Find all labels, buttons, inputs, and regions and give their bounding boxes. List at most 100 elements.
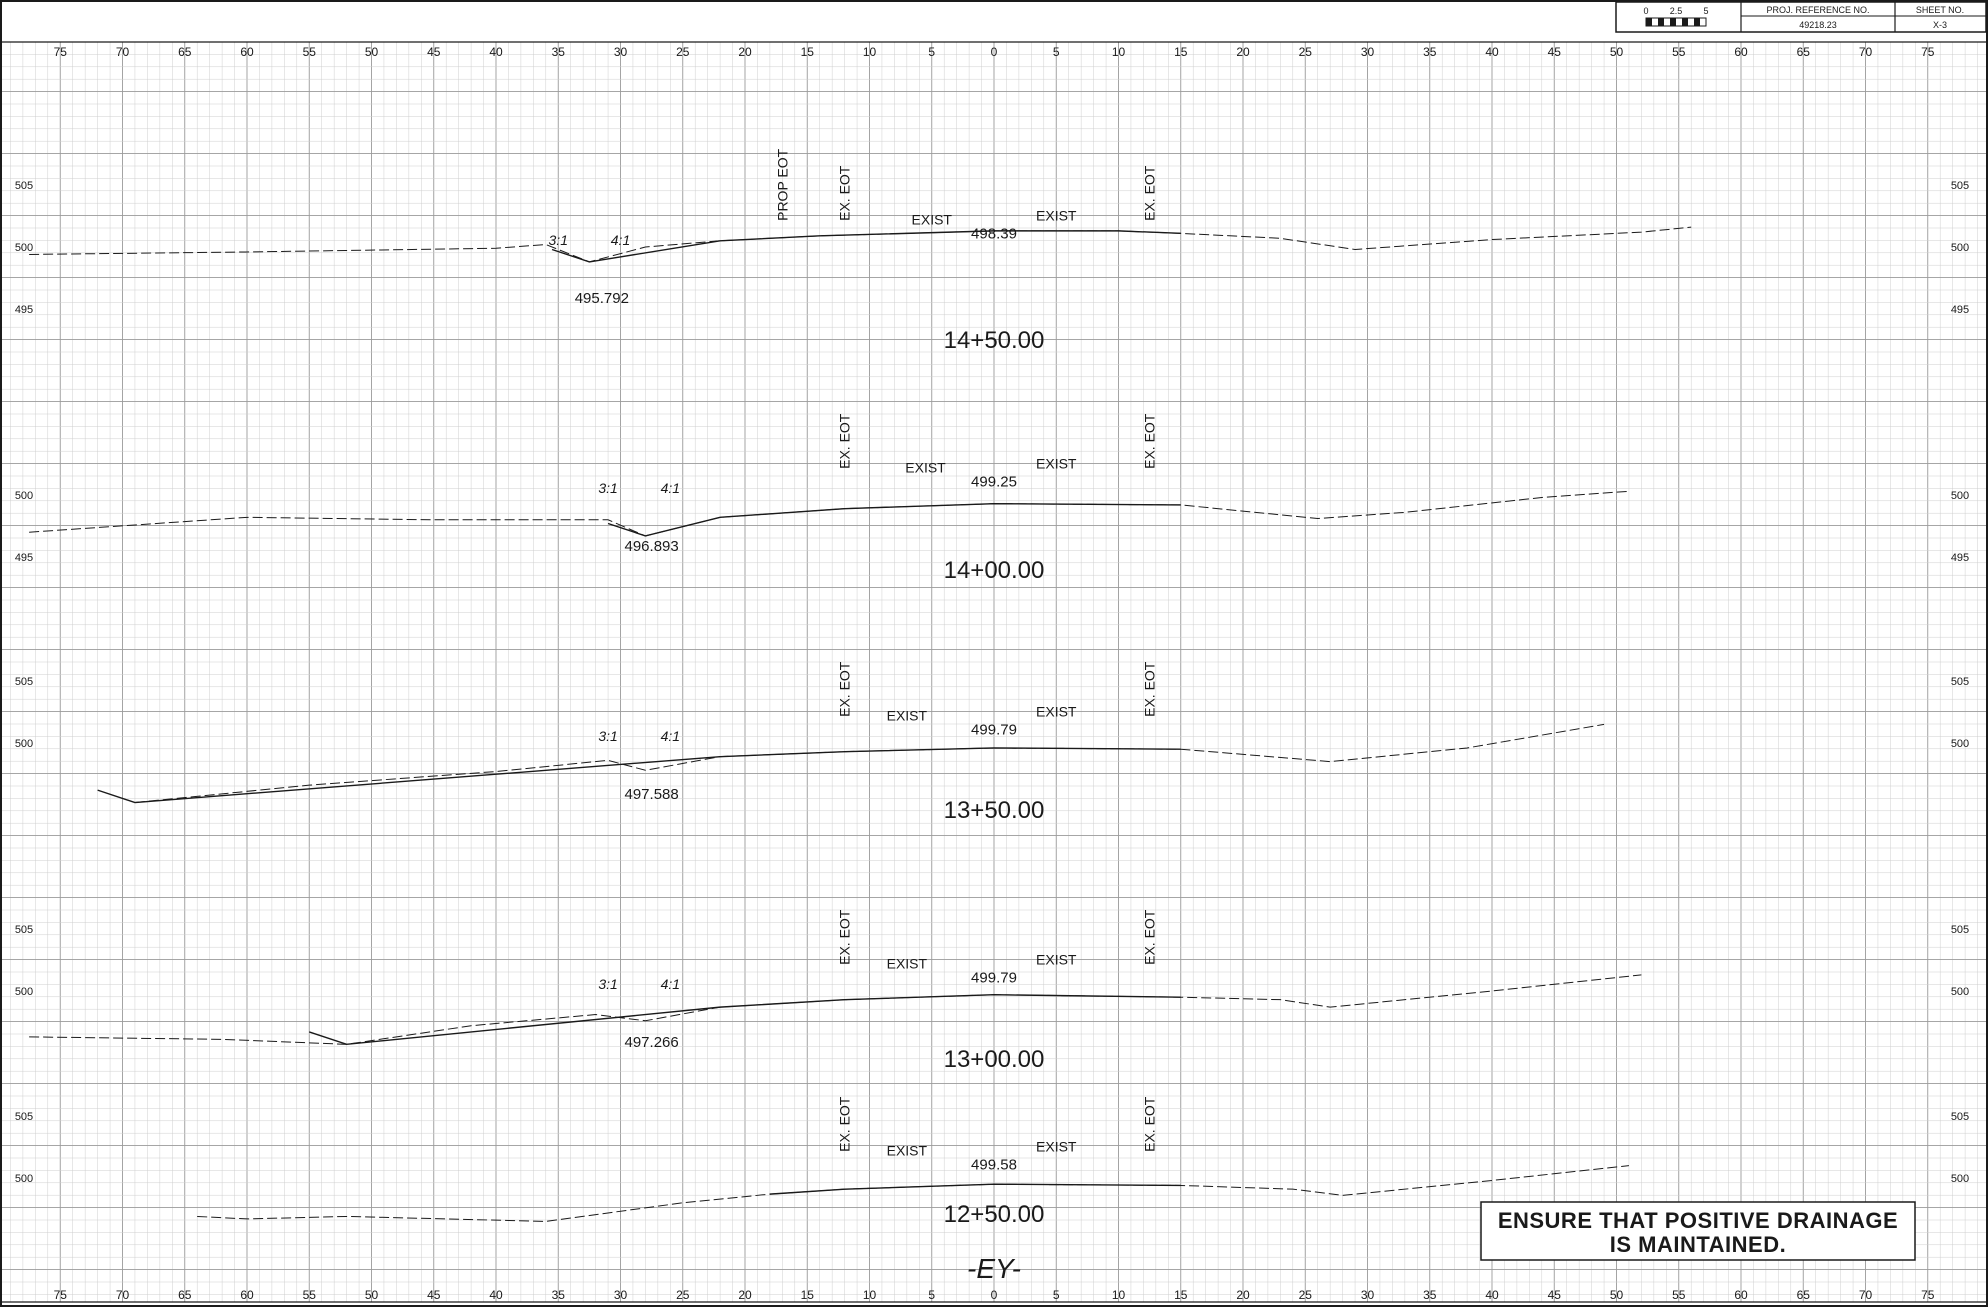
offset-tick-label: 45 (427, 1288, 441, 1302)
offset-tick-label: 30 (614, 45, 628, 59)
exist-label: EXIST (887, 956, 928, 972)
elevation-label: 505 (15, 1111, 33, 1123)
offset-tick-label: 35 (552, 45, 566, 59)
ditch-elevation: 495.792 (575, 290, 629, 307)
elevation-label: 500 (15, 986, 33, 998)
station-label: 13+00.00 (944, 1046, 1045, 1073)
offset-tick-label: 15 (1174, 45, 1188, 59)
offset-tick-label: 60 (240, 1288, 254, 1302)
offset-tick-label: 25 (676, 1288, 690, 1302)
offset-tick-label: 10 (1112, 45, 1126, 59)
elevation-label: 500 (1951, 490, 1969, 502)
offset-tick-label: 70 (116, 45, 130, 59)
exist-label: EXIST (1036, 1139, 1077, 1155)
offset-tick-label: 50 (365, 1288, 379, 1302)
offset-tick-label: 5 (1053, 45, 1060, 59)
proj-ref-label: PROJ. REFERENCE NO. (1766, 5, 1869, 15)
elevation-label: 505 (15, 924, 33, 936)
offset-tick-label: 55 (303, 1288, 317, 1302)
offset-tick-label: 25 (1299, 1288, 1313, 1302)
exist-label: EXIST (887, 708, 928, 724)
offset-tick-label: 70 (1859, 45, 1873, 59)
title-block: 0 2.5 5 PROJ. REFERENCE NO. 49218.23 SHE… (1615, 1, 1987, 33)
cross-section: 505 505 500 500 EX. EOT EX. EOT EXIST EXIST 499.… (15, 909, 1969, 1073)
elevation-label: 500 (15, 490, 33, 502)
offset-tick-label: 60 (240, 45, 254, 59)
offset-tick-label: 30 (1361, 45, 1375, 59)
proposed-grade-line (97, 747, 1181, 804)
proposed-grade-line (309, 994, 1181, 1046)
offset-tick-label: 5 (1053, 1288, 1060, 1302)
eot-label: EX. EOT (837, 1096, 853, 1152)
offset-tick-label: 70 (1859, 1288, 1873, 1302)
elevation-label: 500 (1951, 986, 1969, 998)
offset-tick-label: 20 (738, 45, 752, 59)
offset-tick-label: 45 (1548, 45, 1562, 59)
offset-tick-label: 50 (1610, 1288, 1624, 1302)
elevation-label: 495 (1951, 552, 1969, 564)
slope-label-left: 3:1 (598, 728, 617, 744)
cross-section: 505 505 500 500 EX. EOT EX. EOT EXIST EXIST 499.… (15, 661, 1969, 824)
proposed-grade-line (769, 1183, 1181, 1195)
eot-label: EX. EOT (1142, 165, 1158, 221)
slope-label-right: 4:1 (661, 976, 680, 992)
sheet-no-label: SHEET NO. (1916, 5, 1964, 15)
elevation-label: 500 (15, 738, 33, 750)
eot-label: EX. EOT (1142, 413, 1158, 469)
offset-tick-label: 60 (1734, 45, 1748, 59)
elevation-label: 495 (15, 304, 33, 316)
offset-tick-label: 20 (738, 1288, 752, 1302)
offset-tick-label: 15 (801, 45, 815, 59)
cross-sections: 505 505 500 500 495 495 PROP EOT EX. EOT EX. EOT… (15, 148, 1969, 1228)
offset-tick-label: 55 (303, 45, 317, 59)
proposed-grade-line (551, 230, 1181, 263)
offset-tick-label: 25 (1299, 45, 1313, 59)
cross-section: 500 500 495 495 EX. EOT EX. EOT EXIST EXIST 499.… (15, 413, 1969, 584)
offset-tick-label: 40 (489, 1288, 503, 1302)
station-label: 12+50.00 (944, 1201, 1045, 1228)
sheet-no-value: X-3 (1933, 20, 1947, 30)
eot-label: EX. EOT (837, 165, 853, 221)
scale-label-2-5: 2.5 (1670, 6, 1683, 16)
elevation-label: 500 (1951, 1173, 1969, 1185)
scale-label-0: 0 (1643, 6, 1648, 16)
centerline-elevation: 499.79 (971, 722, 1017, 739)
offset-tick-label: 0 (991, 45, 998, 59)
exist-label: EXIST (887, 1143, 928, 1159)
elevation-label: 505 (1951, 924, 1969, 936)
elevation-label: 505 (1951, 1111, 1969, 1123)
graphic-scale: 0 2.5 5 (1643, 6, 1709, 27)
elevation-label: 505 (1951, 676, 1969, 688)
offset-tick-label: 15 (801, 1288, 815, 1302)
offset-tick-label: 30 (614, 1288, 628, 1302)
cross-section: 505 505 500 500 EX. EOT EX. EOT EXIST EXIST 499.… (15, 1096, 1969, 1228)
offset-tick-label: 10 (1112, 1288, 1126, 1302)
slope-label-right: 4:1 (611, 232, 630, 248)
eot-label: EX. EOT (837, 909, 853, 965)
exist-label: EXIST (1036, 456, 1077, 472)
offset-tick-label: 20 (1236, 1288, 1250, 1302)
centerline-elevation: 499.25 (971, 474, 1017, 491)
offset-tick-label: 45 (427, 45, 441, 59)
offset-tick-label: 45 (1548, 1288, 1562, 1302)
elevation-label: 505 (1951, 180, 1969, 192)
offset-tick-label: 75 (1921, 45, 1935, 59)
elevation-label: 495 (1951, 304, 1969, 316)
offset-tick-label: 50 (365, 45, 379, 59)
exist-label: EXIST (1036, 704, 1077, 720)
eot-label: EX. EOT (1142, 1096, 1158, 1152)
offset-tick-label: 40 (489, 45, 503, 59)
elevation-label: 500 (1951, 242, 1969, 254)
ditch-elevation: 496.893 (625, 538, 679, 555)
slope-label-left: 3:1 (549, 232, 568, 248)
slope-label-left: 3:1 (598, 976, 617, 992)
exist-label: EXIST (1036, 208, 1077, 224)
eot-label: PROP EOT (774, 148, 790, 221)
offset-tick-label: 70 (116, 1288, 130, 1302)
offset-tick-label: 75 (54, 1288, 68, 1302)
exist-label: EXIST (905, 460, 946, 476)
elevation-label: 505 (15, 676, 33, 688)
exist-label: EXIST (1036, 952, 1077, 968)
offset-axis-top: 75 70 65 60 55 50 45 40 35 30 25 20 15 10 5 0 5 10 15 20 25 3… (54, 45, 1935, 59)
centerline-elevation: 499.79 (971, 970, 1017, 987)
